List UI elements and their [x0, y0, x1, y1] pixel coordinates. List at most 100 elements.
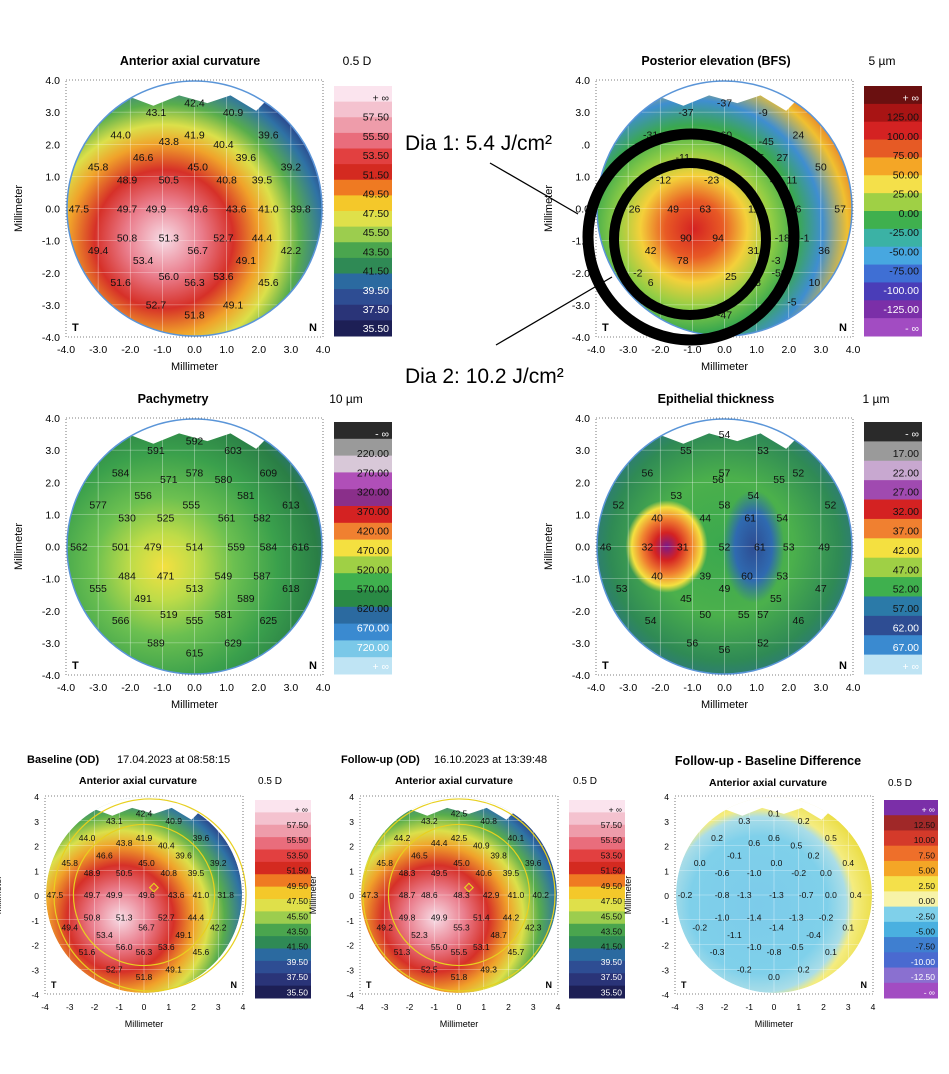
color-legend: - ∞ 220.00 270.00 320.00 370.00 420.00 470.00 5…: [334, 422, 392, 675]
heat-value-label: 42: [645, 245, 657, 257]
legend-swatch: [569, 812, 625, 826]
y-axis-label: Millimeter: [13, 523, 25, 570]
heat-value-label: 47: [815, 583, 827, 595]
heat-value-label: 56.3: [184, 277, 205, 289]
legend-swatch: [334, 226, 392, 243]
legend-swatch: [864, 139, 922, 158]
chart-title: Anterior axial curvature: [395, 775, 513, 787]
legend-swatch: [884, 967, 938, 984]
temporal-label: T: [602, 322, 609, 334]
heat-value-label: -0.7: [799, 890, 814, 900]
legend-tick-label: 320.00: [357, 487, 389, 499]
heat-value-label: -0.2: [692, 922, 707, 932]
heat-value-label: -37: [717, 97, 732, 109]
heat-value-label: 43.1: [146, 107, 167, 119]
temporal-label: T: [72, 660, 79, 672]
heat-value-label: 49.1: [223, 300, 244, 312]
heat-value-label: 501: [112, 541, 130, 553]
apex-marker: [463, 882, 474, 893]
x-tick-label: -1.0: [683, 344, 701, 356]
heat-value-label: 61: [754, 541, 766, 553]
heat-value-label: 49.5: [431, 868, 448, 878]
x-tick-label: -4: [41, 1002, 49, 1012]
heat-value-label: 57: [719, 467, 731, 479]
legend-tick-label: 47.50: [601, 896, 623, 906]
legend-swatch: [884, 800, 938, 816]
legend-tick-label: 55.50: [363, 131, 389, 143]
heat-value-label: 53.1: [473, 942, 490, 952]
legend-swatch: [864, 577, 922, 597]
x-tick-label: -3: [696, 1002, 704, 1012]
legend-tick-label: 35.50: [601, 987, 623, 997]
legend-tick-label: 25.00: [893, 189, 919, 201]
heat-value-label: -1.0: [747, 868, 762, 878]
heat-value-label: 51.6: [110, 277, 131, 289]
y-tick-label: -1.0: [572, 574, 590, 586]
annotation-backing-1: [403, 124, 581, 160]
legend-swatch: [864, 518, 922, 539]
heat-value-label: 52: [719, 541, 731, 553]
heat-value-label: 629: [224, 638, 242, 650]
heat-value-label: 53.4: [96, 930, 113, 940]
y-tick-label: -2: [31, 941, 39, 951]
heat-value-label: -18: [775, 232, 790, 244]
heat-value-label: 49.2: [376, 922, 393, 932]
x-tick-label: 0.0: [187, 344, 202, 356]
x-tick-label: -4.0: [587, 344, 605, 356]
heat-value-label: 45.8: [88, 162, 109, 174]
x-tick-label: -4: [671, 1002, 679, 1012]
legend-tick-label: 39.50: [287, 957, 309, 967]
y-tick-label: 4.0: [575, 75, 590, 87]
y-tick-label: 2: [34, 842, 39, 852]
legend-tick-label: 45.50: [287, 911, 309, 921]
legend-tick-label: - ∞: [905, 429, 919, 441]
legend-swatch: [334, 273, 392, 290]
chart-title: Posterior elevation (BFS): [641, 54, 790, 68]
x-tick-label: -2.0: [651, 682, 669, 694]
annotation-arrow-2: [495, 276, 613, 346]
legend-swatch: [569, 886, 625, 900]
heat-value-label: 45.8: [61, 858, 78, 868]
scale-unit: 10 µm: [329, 392, 363, 406]
heat-value-label: 484: [118, 570, 136, 582]
legend-tick-label: 51.50: [363, 169, 389, 181]
legend-swatch: [864, 157, 922, 176]
x-tick-label: -2: [91, 1002, 99, 1012]
legend-swatch: [255, 936, 311, 949]
heat-value-label: 51.8: [451, 972, 468, 982]
x-tick-label: 4: [556, 1002, 561, 1012]
heat-value-label: 0.6: [748, 838, 760, 848]
legend-swatch: [569, 800, 625, 813]
heat-value-label: 0.2: [711, 833, 723, 843]
legend-swatch: [864, 460, 922, 481]
heat-value-label: 0.4: [842, 858, 854, 868]
legend-swatch: [864, 538, 922, 559]
legend-swatch: [569, 985, 625, 999]
legend-tick-label: 22.00: [893, 467, 919, 479]
legend-tick-label: 49.50: [601, 881, 623, 891]
legend-swatch: [255, 973, 311, 987]
heat-value-label: 50.8: [84, 912, 101, 922]
heat-value-label: 45.6: [193, 947, 210, 957]
heat-value-label: 581: [215, 609, 233, 621]
color-legend: + ∞ 125.00 100.00 75.00 50.00 25.00 0.00 -25.00…: [864, 86, 922, 337]
heat-value-label: -1.4: [769, 922, 784, 932]
legend-swatch: [334, 472, 392, 490]
heat-value-label: 40.4: [158, 841, 175, 851]
legend-tick-label: 55.50: [287, 835, 309, 845]
heat-value-label: 0.1: [842, 922, 854, 932]
plot-frame: [44, 795, 244, 995]
heat-value-label: 46.6: [133, 152, 154, 164]
y-tick-label: -4.0: [572, 670, 590, 682]
heat-value-label: 48.3: [453, 890, 470, 900]
legend-tick-label: 7.50: [918, 850, 935, 860]
y-tick-label: 3.0: [575, 107, 590, 119]
heat-value-label: 55.5: [451, 947, 468, 957]
heat-value-label: 52: [613, 500, 625, 512]
y-tick-label: 3: [34, 817, 39, 827]
heat-value-label: 36: [818, 245, 830, 257]
chart-pachymetry: Pachymetry 10 µm 592 591 603 584 571 578 580 609 5…: [13, 392, 392, 711]
x-tick-label: 3.0: [284, 344, 299, 356]
legend-swatch: [334, 640, 392, 658]
heat-value-label: 39.6: [193, 833, 210, 843]
